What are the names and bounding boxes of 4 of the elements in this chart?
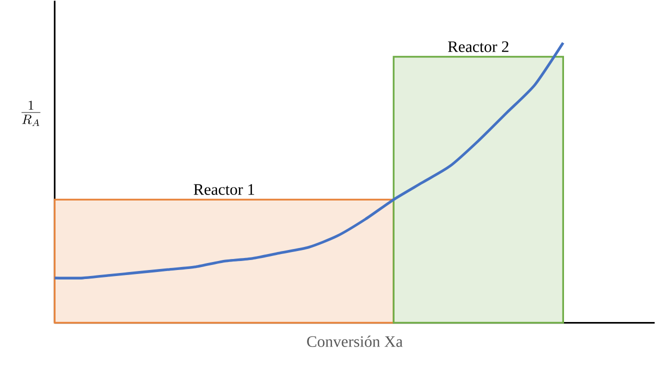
series-label: Reactor 2 [448, 41, 508, 52]
x-axis-title: Conversión Xa [307, 335, 403, 347]
y-axis-title: $\frac{1}{R_{A}}$ [22, 100, 40, 126]
series-label: Reactor 1 [194, 184, 254, 195]
